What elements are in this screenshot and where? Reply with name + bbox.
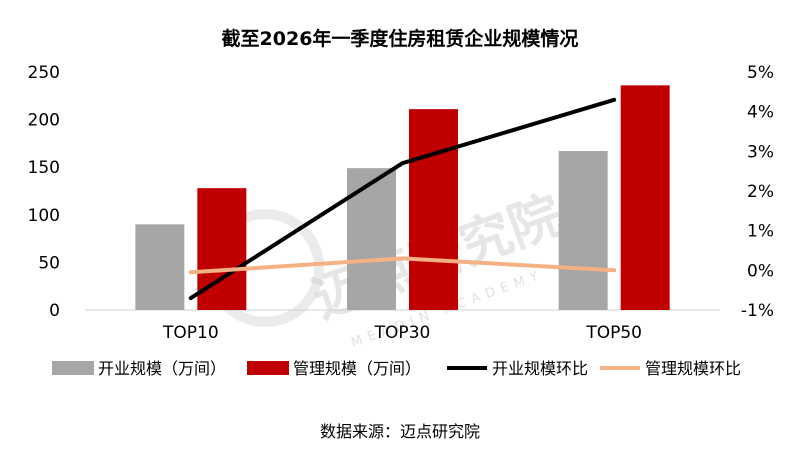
source-note: 数据来源：迈点研究院: [320, 422, 480, 441]
legend-swatch: [52, 361, 94, 375]
y-right-tick-label: 1%: [747, 222, 774, 242]
y-right-tick-label: 4%: [747, 103, 774, 123]
bar-managed: [197, 188, 247, 310]
y-right-tick-label: 2%: [747, 182, 774, 202]
category-labels: TOP10 TOP30 TOP50: [162, 323, 642, 343]
bars: [135, 85, 670, 311]
left-axis: 0 50 100 150 200 250: [28, 63, 60, 321]
chart-title: 截至2026年一季度住房租赁企业规模情况: [222, 27, 579, 50]
x-tick-label: TOP30: [374, 323, 431, 343]
x-tick-label: TOP50: [585, 323, 642, 343]
bar-opened: [135, 224, 185, 310]
bar-opened: [558, 151, 608, 310]
series-line-managed-mom: [188, 256, 617, 275]
x-tick-label: TOP10: [162, 323, 219, 343]
y-left-tick-label: 250: [28, 63, 60, 83]
y-right-tick-label: -1%: [741, 301, 774, 321]
y-left-tick-label: 100: [28, 206, 60, 226]
bar-managed: [409, 109, 458, 311]
y-left-tick-label: 200: [28, 111, 60, 131]
lines: [188, 97, 617, 301]
y-left-tick-label: 150: [28, 158, 60, 178]
legend-label: 管理规模（万间）: [293, 359, 421, 378]
y-right-tick-label: 0%: [747, 261, 774, 281]
y-left-tick-label: 50: [38, 253, 60, 273]
bar-opened: [347, 168, 396, 310]
legend-swatch: [247, 361, 289, 375]
legend-label: 管理规模环比: [645, 359, 741, 378]
legend-label: 开业规模环比: [492, 359, 588, 378]
right-axis: -1% 0% 1% 2% 3% 4% 5%: [741, 63, 774, 321]
legend: 开业规模（万间） 管理规模（万间） 开业规模环比 管理规模环比: [52, 359, 741, 378]
series-line-opened-mom: [188, 97, 617, 301]
legend-label: 开业规模（万间）: [98, 359, 226, 378]
y-right-tick-label: 5%: [747, 63, 774, 83]
bar-managed: [620, 85, 670, 310]
y-left-tick-label: 0: [49, 301, 60, 321]
y-right-tick-label: 3%: [747, 142, 774, 162]
